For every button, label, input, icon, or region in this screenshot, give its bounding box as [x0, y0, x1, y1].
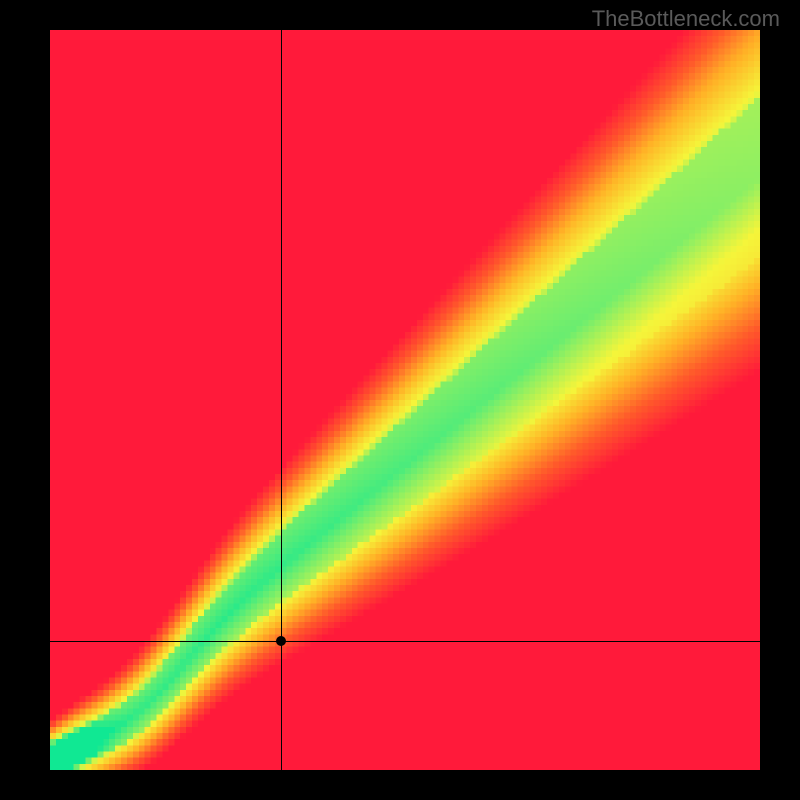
bottleneck-heatmap	[50, 30, 760, 770]
crosshair-vertical	[281, 30, 282, 770]
watermark-text: TheBottleneck.com	[592, 6, 780, 32]
intersection-marker	[276, 636, 286, 646]
crosshair-horizontal	[50, 641, 760, 642]
heatmap-canvas	[50, 30, 760, 770]
